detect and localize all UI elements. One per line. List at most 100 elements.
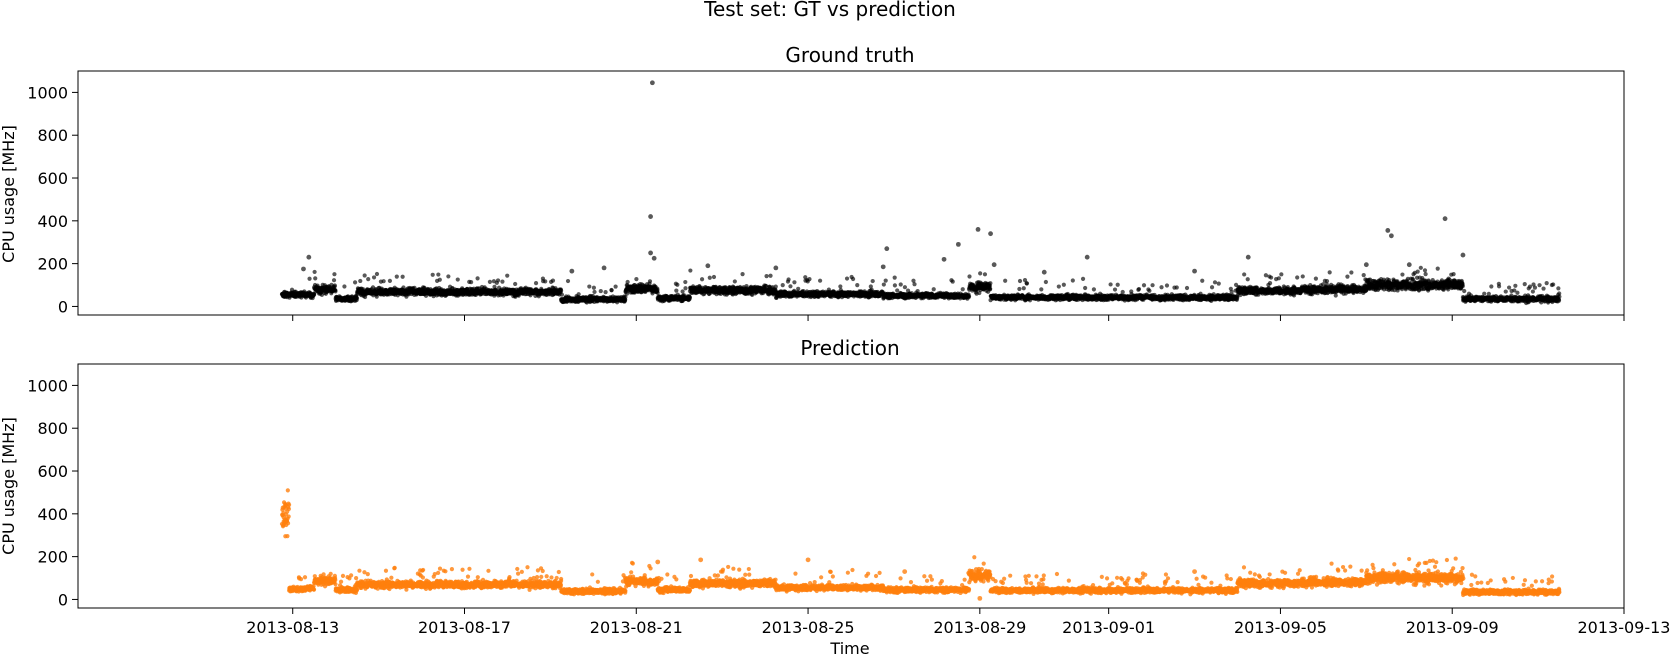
ground-truth-point <box>1061 282 1066 287</box>
ground-truth-point <box>591 285 597 290</box>
ground-truth-point <box>786 277 791 282</box>
ground-truth-point <box>500 279 505 284</box>
ground-truth-point <box>505 273 510 278</box>
ground-truth-point <box>1115 282 1120 287</box>
ground-truth-point <box>680 289 685 294</box>
ground-truth-point <box>1017 278 1023 284</box>
ground-truth-ytick-label: 600 <box>37 169 68 188</box>
ground-truth-point <box>850 276 856 282</box>
ground-truth-point <box>1021 286 1026 291</box>
ground-truth-point <box>892 275 897 280</box>
ground-truth-point <box>1120 289 1125 295</box>
ground-truth-point <box>1242 272 1247 277</box>
ground-truth-point <box>818 278 823 283</box>
ground-truth-point <box>1216 281 1221 286</box>
ground-truth-point <box>352 280 358 285</box>
ground-truth-ytick-label: 1000 <box>27 83 68 102</box>
ground-truth-point <box>883 278 888 283</box>
ground-truth-point <box>1279 272 1284 277</box>
ground-truth-point <box>1141 283 1147 288</box>
ground-truth-point <box>587 284 592 289</box>
ground-truth-point <box>487 279 493 284</box>
ground-truth-point <box>625 279 630 285</box>
ground-truth-title: Ground truth <box>785 43 914 67</box>
ground-truth-point <box>533 281 539 286</box>
ground-truth-point <box>332 283 337 288</box>
ground-truth-point <box>1108 282 1113 287</box>
ground-truth-point <box>966 294 972 299</box>
ground-truth-point <box>1147 288 1152 293</box>
ground-truth-point <box>796 286 801 291</box>
ground-truth-point <box>1150 283 1155 288</box>
ground-truth-point <box>950 279 955 284</box>
ground-truth-point <box>931 287 936 292</box>
ground-truth-point <box>374 294 379 299</box>
ground-truth-point <box>1070 278 1075 283</box>
ground-truth-point <box>1245 277 1250 282</box>
ground-truth-point <box>446 274 451 279</box>
ground-truth-point <box>374 271 380 277</box>
ground-truth-ylabel: CPU usage [MHz] <box>0 125 18 263</box>
ground-truth-point <box>732 279 737 284</box>
ground-truth-point <box>780 283 785 288</box>
ground-truth-point <box>565 278 571 284</box>
ground-truth-x-axis <box>292 315 1625 321</box>
ground-truth-point <box>988 281 993 286</box>
ground-truth-point <box>634 277 639 282</box>
ground-truth-point <box>312 269 317 275</box>
ground-truth-point <box>342 284 347 289</box>
ground-truth-point <box>332 272 337 277</box>
ground-truth-point <box>1174 285 1179 290</box>
ground-truth-panel: Ground truth CPU usage [MHz] 02004006008… <box>0 43 1625 321</box>
ground-truth-point <box>1200 278 1205 283</box>
ground-truth-point <box>358 278 363 284</box>
ground-truth-point <box>1056 284 1061 289</box>
ground-truth-point <box>613 284 618 289</box>
ground-truth-point <box>1083 285 1088 291</box>
ground-truth-point <box>1003 278 1008 283</box>
ground-truth-point <box>313 276 318 281</box>
ground-truth-ytick-label: 400 <box>37 212 68 231</box>
ground-truth-point <box>387 278 393 283</box>
ground-truth-point <box>768 273 773 278</box>
ground-truth-point <box>1112 287 1118 292</box>
ground-truth-point <box>675 282 680 287</box>
ground-truth-point <box>711 274 717 280</box>
ground-truth-point <box>1017 286 1022 292</box>
ground-truth-point <box>740 272 745 277</box>
ground-truth-point <box>807 277 812 282</box>
ground-truth-point <box>1209 285 1215 290</box>
ground-truth-point <box>792 280 797 285</box>
ground-truth-point <box>469 280 474 285</box>
ground-truth-point <box>576 292 581 297</box>
ground-truth-point <box>307 276 312 281</box>
ground-truth-point <box>559 288 564 293</box>
ground-truth-point <box>707 275 712 280</box>
ground-truth-point <box>683 286 688 291</box>
ground-truth-point <box>592 289 597 295</box>
ground-truth-point <box>683 279 688 285</box>
ground-truth-point <box>400 274 405 279</box>
ground-truth-point <box>674 288 679 293</box>
ground-truth-point <box>1024 281 1029 286</box>
ground-truth-point <box>550 278 556 283</box>
ground-truth-point <box>870 278 875 284</box>
ground-truth-point <box>838 284 843 289</box>
ground-truth-point <box>437 277 442 282</box>
ground-truth-point <box>609 288 614 293</box>
ground-truth-point <box>1212 280 1218 285</box>
ground-truth-ytick-label: 0 <box>58 297 68 316</box>
ground-truth-point <box>543 279 548 284</box>
ground-truth-point <box>912 282 917 287</box>
ground-truth-ytick-label: 200 <box>37 255 68 274</box>
ground-truth-point <box>764 274 769 279</box>
ground-truth-point <box>366 277 371 282</box>
ground-truth-point <box>1159 285 1164 290</box>
ground-truth-point <box>394 274 399 279</box>
ground-truth-point <box>892 283 898 288</box>
ground-truth-point <box>647 279 653 284</box>
ground-truth-point <box>967 274 972 279</box>
ground-truth-point <box>362 273 367 278</box>
